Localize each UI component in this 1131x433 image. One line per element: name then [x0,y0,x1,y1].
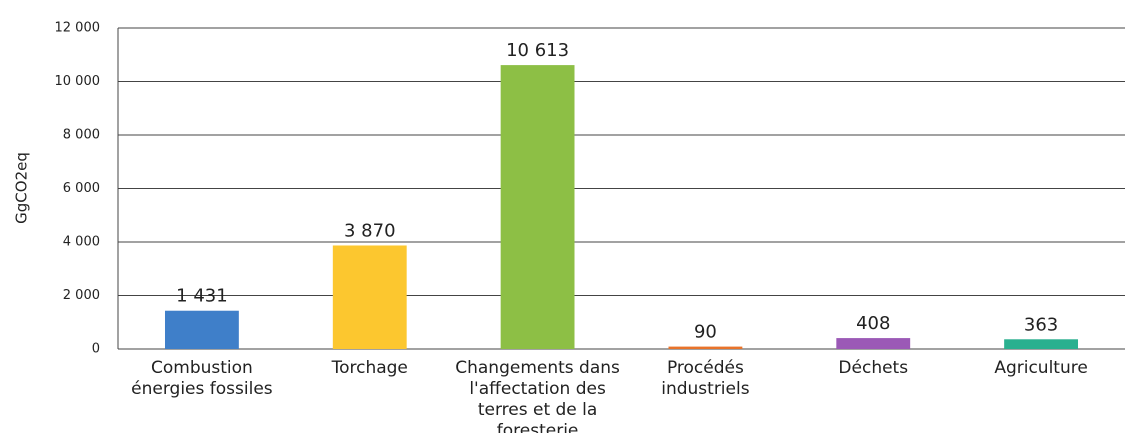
value-label: 3 870 [344,220,396,241]
x-tick-label: Combustion énergies fossiles [131,358,273,399]
y-tick-label: 4 000 [63,235,100,250]
x-tick-label: Torchage [331,358,408,378]
bar [1004,339,1079,349]
y-tick-label: 8 000 [63,128,100,143]
value-label: 408 [856,313,890,334]
y-tick-label: 2 000 [63,288,100,303]
bar [500,65,575,350]
x-tick-label: Déchets [838,358,909,378]
y-tick-label: 12 000 [55,21,101,36]
y-tick-label: 10 000 [55,74,101,89]
value-label: 363 [1024,314,1058,335]
bar [164,310,239,349]
value-label: 90 [694,322,717,343]
value-label: 10 613 [506,40,569,61]
x-tick-label: Agriculture [994,358,1088,378]
y-axis-label: GgCO2eq [13,152,31,224]
bar [332,245,407,349]
bar [668,346,743,349]
y-tick-label: 6 000 [63,181,100,196]
x-tick-label: Changements dans l'affectation des terre… [455,358,620,433]
value-label: 1 431 [176,286,228,307]
x-tick-label: Procédés industriels [661,358,750,399]
y-tick-label: 0 [92,342,100,357]
bar [836,338,911,349]
